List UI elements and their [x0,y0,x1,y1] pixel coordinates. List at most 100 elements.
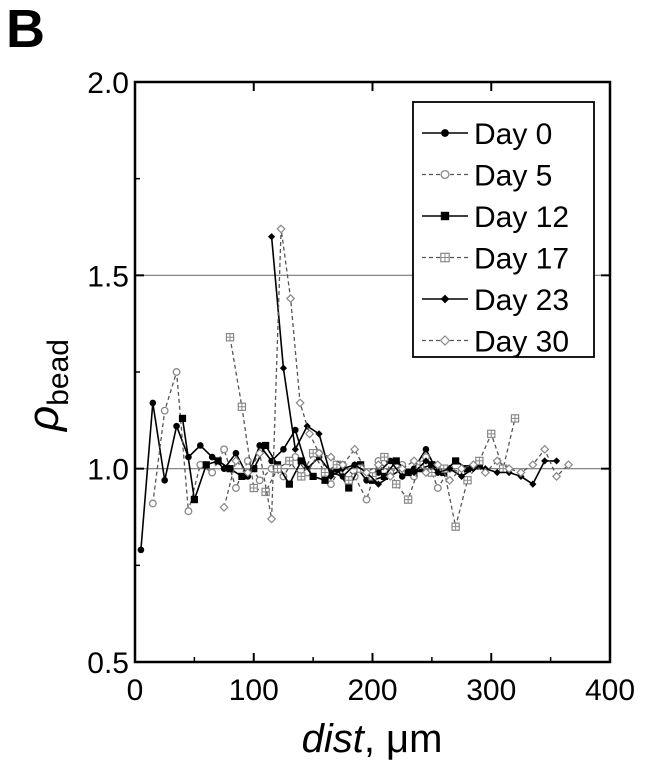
y-axis-title-subscript: bead [42,339,75,406]
data-point [309,472,317,480]
data-point [148,499,157,508]
legend-label: Day 23 [474,284,569,317]
data-point [422,446,430,453]
data-point [304,429,315,439]
data-point [529,480,537,488]
y-tick-label: 2.0 [87,67,129,100]
legend-label: Day 12 [474,201,569,234]
data-point [551,471,562,481]
data-point [208,453,216,461]
x-axis-title-unit: , μm [364,717,443,761]
data-point [403,495,413,504]
y-axis-title-symbol: ρ [19,406,68,433]
data-point [267,233,276,241]
legend-item: Day 17 [422,243,569,276]
data-point [492,456,502,466]
data-point [208,468,217,477]
data-point [563,460,574,470]
data-point [463,476,472,485]
series-line [229,337,516,527]
data-point [446,465,454,473]
x-tick-label: 100 [229,674,279,707]
series-day-0 [137,399,453,554]
data-point [463,465,472,473]
data-point [409,456,419,466]
data-point [351,461,359,469]
legend-marker [440,169,450,180]
data-point [225,333,235,342]
data-point [249,483,258,493]
series-day-17 [225,333,520,531]
data-point [280,446,287,453]
axis-ticks: 0 100 200 300 400 0.5 1.0 1.5 2.0 [87,67,635,707]
data-point [380,452,389,462]
legend-marker [439,335,451,346]
data-point [350,444,360,454]
y-tick-label: 1.5 [87,260,129,293]
data-point [285,293,296,304]
data-point [197,442,204,449]
data-point [285,456,294,466]
legend-item: Day 23 [422,284,569,317]
data-point [428,461,436,469]
legend-marker [441,129,449,137]
data-point [238,472,246,480]
data-point [261,487,270,497]
legend-label: Day 30 [474,326,569,359]
data-point [262,441,270,450]
data-point [202,461,210,469]
data-point [231,456,241,466]
data-point [397,464,407,474]
y-axis-title: ρbead [19,339,75,433]
data-point [137,546,145,554]
data-point [190,496,198,504]
data-point [184,507,193,516]
data-point [219,502,229,512]
data-point [422,457,430,465]
data-point [315,430,323,438]
data-point [380,472,388,480]
x-tick-label: 0 [127,674,144,707]
data-point [326,480,335,489]
data-point [434,468,442,477]
data-point [387,457,394,465]
x-axis-title-italic: dist [302,717,366,761]
data-point [295,398,305,408]
y-tick-label: 1.0 [87,454,129,487]
data-point [266,514,277,524]
data-point [149,399,157,407]
data-point [510,414,520,423]
data-point [332,460,342,470]
data-point [243,467,253,478]
data-point [392,457,400,465]
data-point [404,468,412,477]
data-point [173,422,180,430]
data-point [451,522,460,531]
legend-marker [440,294,450,304]
data-point [321,476,329,484]
x-tick-label: 400 [585,674,635,707]
series-day-30 [219,224,574,524]
data-point [196,460,205,469]
legend-item: Day 12 [422,201,569,234]
data-point [276,224,286,234]
data-point [256,442,263,449]
data-point [375,469,382,476]
data-point [220,465,228,472]
series-line [152,371,462,512]
data-point [552,457,561,465]
data-point [297,457,305,465]
data-point [231,484,240,492]
y-tick-label: 0.5 [87,647,129,680]
data-point [528,460,538,470]
legend-marker [440,211,450,221]
data-point [297,472,306,481]
x-axis-title: dist, μm [302,717,443,761]
data-point [516,467,526,478]
legend-item: Day 5 [422,160,552,193]
data-point [327,472,335,480]
data-point [456,464,467,474]
data-point [320,468,330,477]
legend-item: Day 30 [422,326,569,359]
data-point [445,475,455,485]
